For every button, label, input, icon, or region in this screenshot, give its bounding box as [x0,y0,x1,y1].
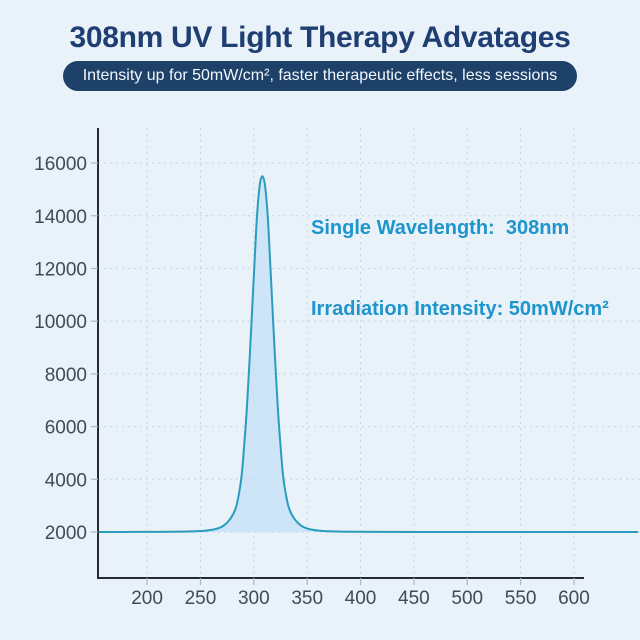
x-tick-label: 350 [291,588,323,609]
y-tick-label: 8000 [45,365,87,386]
subtitle-badge: Intensity up for 50mW/cm², faster therap… [62,61,578,91]
y-tick-label: 4000 [45,470,87,491]
x-tick-label: 600 [558,588,590,609]
spectrum-curve [97,175,638,534]
x-tick-label: 300 [238,588,270,609]
page-title: 308nm UV Light Therapy Advatages [69,21,571,54]
x-tick-label: 500 [451,588,483,609]
y-tick-label: 10000 [34,312,87,333]
y-tick-label: 12000 [34,259,87,280]
x-tick-label: 550 [505,588,537,609]
annotation-intensity: Irradiation Intensity: 50mW/cm² [311,298,609,320]
y-tick-label: 14000 [34,207,87,228]
y-tick-label: 16000 [34,154,87,175]
x-tick-label: 450 [398,588,430,609]
x-tick-label: 400 [345,588,377,609]
y-tick-label: 2000 [45,523,87,544]
x-tick-label: 250 [185,588,217,609]
subtitle-row: Intensity up for 50mW/cm², faster therap… [0,61,640,91]
annotation-wavelength: Single Wavelength: 308nm [311,217,570,239]
y-tick-label: 6000 [45,418,87,439]
chart-annotation: Single Wavelength: 308nm Irradiation Int… [311,161,609,377]
x-tick-label: 200 [131,588,163,609]
